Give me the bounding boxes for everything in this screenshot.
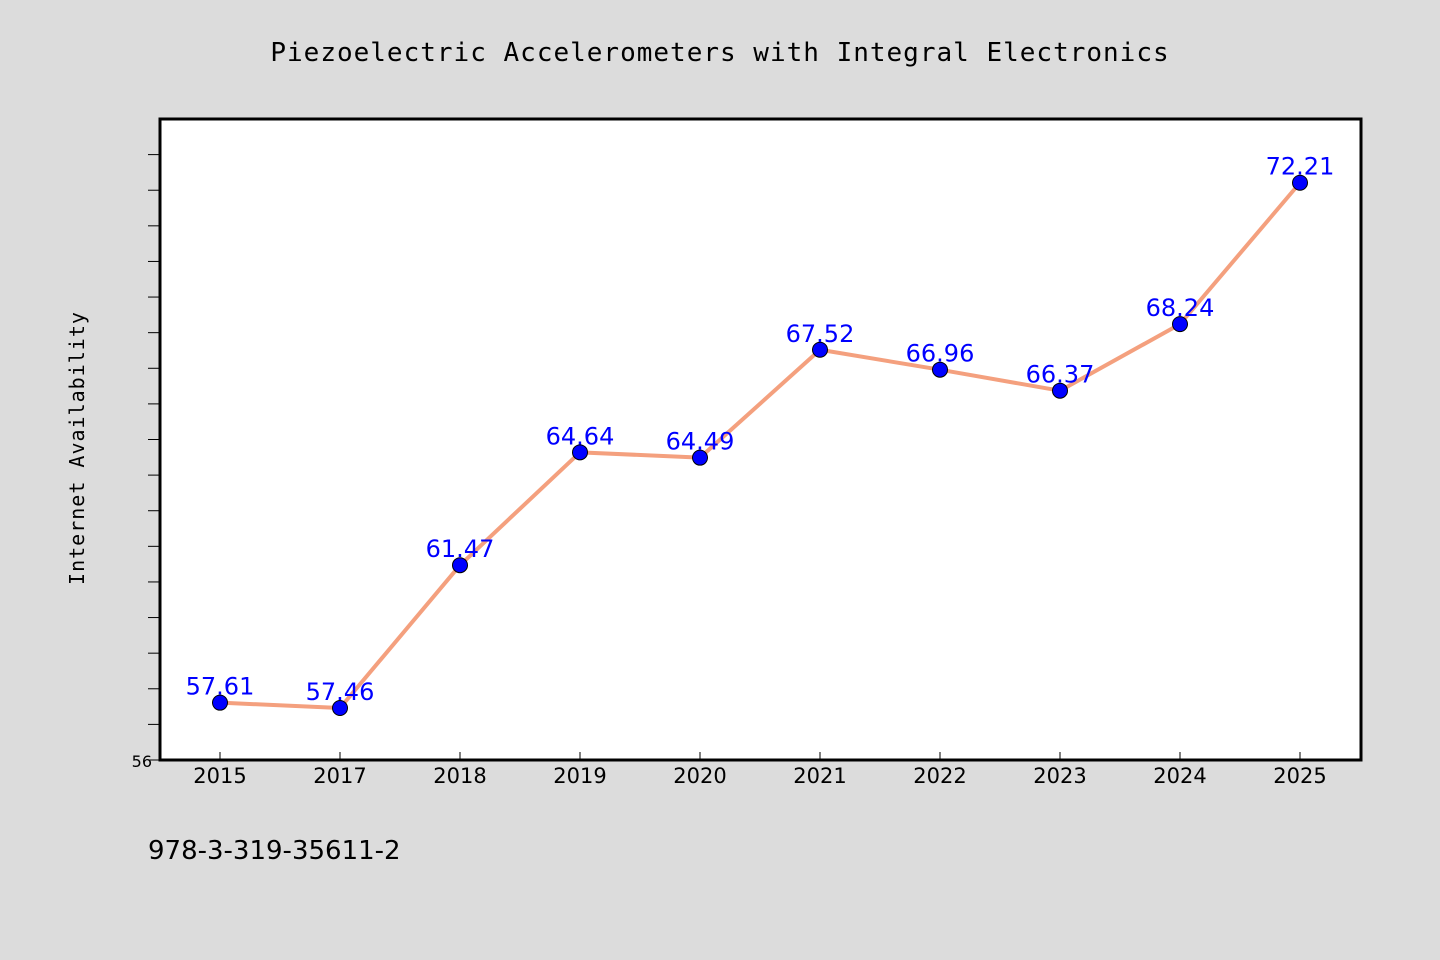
data-point	[572, 444, 588, 461]
chart-title: Piezoelectric Accelerometers with Integr…	[270, 38, 1169, 68]
data-label: 57.61	[186, 673, 255, 701]
data-label: 61.47	[426, 535, 495, 563]
data-point	[692, 449, 708, 466]
data-point	[812, 341, 828, 358]
x-tick-label: 2015	[193, 764, 246, 788]
y-axis-label: Internet Availability	[65, 311, 89, 585]
x-tick-label: 2020	[673, 764, 726, 788]
x-tick-label: 2017	[313, 764, 366, 788]
x-tick-label: 2019	[553, 764, 606, 788]
x-tick-label: 2025	[1273, 764, 1326, 788]
data-label: 66.37	[1026, 361, 1095, 389]
data-point	[1052, 382, 1068, 399]
data-label: 57.46	[306, 678, 375, 706]
x-tick-label: 2022	[913, 764, 966, 788]
x-tick-label: 2021	[793, 764, 846, 788]
data-point	[212, 694, 228, 711]
data-markers	[212, 174, 1308, 717]
data-point	[332, 700, 348, 717]
isbn-footer: 978-3-319-35611-2	[148, 836, 401, 866]
data-label: 64.64	[546, 422, 615, 450]
plot-area	[158, 117, 1363, 762]
series-line	[218, 180, 1302, 711]
x-axis-labels: 2015 2017 2018 2019 2020 2021 2022 2023 2024 2025	[193, 764, 1326, 788]
data-labels: 57.61 57.46 61.47 64.64 64.49 67.52 66.96 66.37…	[186, 153, 1335, 706]
data-point	[452, 557, 468, 574]
data-label: 66.96	[906, 340, 975, 368]
y-axis-ticks	[148, 154, 160, 761]
data-label: 68.24	[1146, 294, 1215, 322]
data-point	[1172, 316, 1188, 333]
data-label: 64.49	[666, 428, 735, 456]
y-tick-label: 56	[132, 752, 152, 771]
x-tick-label: 2024	[1153, 764, 1206, 788]
x-tick-label: 2023	[1033, 764, 1086, 788]
x-axis-ticks	[219, 752, 1301, 760]
data-point	[932, 361, 948, 378]
x-tick-label: 2018	[433, 764, 486, 788]
data-label: 72.21	[1266, 153, 1335, 181]
data-point	[1292, 174, 1308, 191]
data-label: 67.52	[786, 320, 855, 348]
